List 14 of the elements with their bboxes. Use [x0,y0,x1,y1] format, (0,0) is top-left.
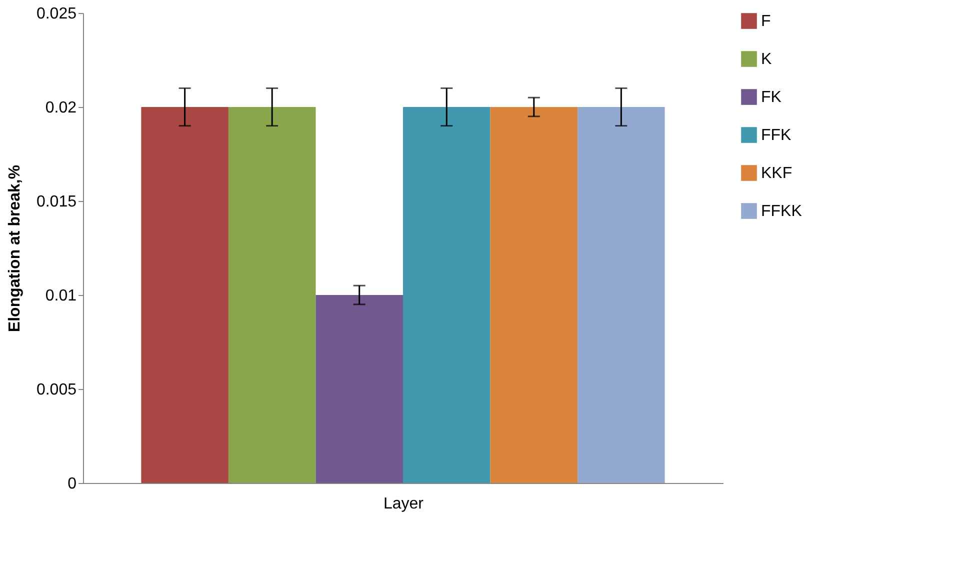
y-tick-label: 0.02 [45,100,77,116]
y-tick-label: 0.01 [45,288,77,304]
legend-label: FFKK [761,203,802,220]
y-tick-label: 0.015 [36,194,77,210]
legend-label: K [761,51,772,68]
x-axis-title: Layer [383,496,424,512]
y-axis-title: Elongation at break,% [6,164,24,332]
legend-label: F [761,13,771,30]
legend-label: FK [761,89,782,106]
legend-label: FFK [761,127,792,144]
y-tick-label: 0.025 [36,6,77,22]
y-tick-label: 0 [68,476,77,492]
legend-label: KKF [761,165,792,182]
y-tick-label: 0.005 [36,382,77,398]
